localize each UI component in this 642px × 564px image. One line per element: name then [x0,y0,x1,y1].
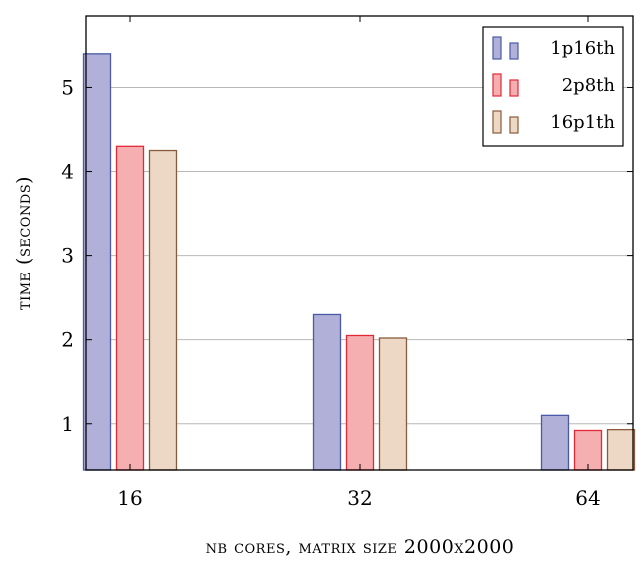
axis-ticks: 1 2 3 4 5 16 32 64 [61,16,633,510]
bar-16p1th-32 [378,337,408,471]
y-tick-label: 2 [61,328,74,352]
x-tick-label: 16 [117,486,142,510]
bar-16p1th-16 [148,149,178,471]
bar-2p8th-16 [115,145,145,471]
legend-label: 2p8th [562,75,616,96]
y-axis-title: time (seconds) [13,176,35,310]
legend-swatch [492,36,502,60]
bar-1p16th-32 [312,313,342,471]
x-axis-title: nb cores, matrix size 2000x2000 [206,536,515,558]
bar-1p16th-16 [82,53,112,471]
x-tick-label: 64 [575,486,600,510]
y-tick-label: 4 [61,160,74,184]
y-tick-label: 1 [61,412,74,436]
x-tick-label: 32 [347,486,372,510]
bar-1p16th-64 [540,414,570,471]
legend-swatch [492,110,502,134]
legend-swatch [509,42,519,60]
bar-16p1th-64 [606,428,636,471]
legend-label: 1p16th [550,38,615,59]
legend-swatch [492,73,502,97]
y-tick-label: 3 [61,244,74,268]
bar-2p8th-64 [573,429,603,471]
legend: 1p16th 2p8th 16p1th [482,26,624,147]
legend-swatch [509,116,519,134]
legend-box [482,26,624,147]
y-tick-label: 5 [61,75,74,99]
bar-2p8th-32 [345,334,375,471]
legend-label: 16p1th [550,112,615,133]
bar-series [82,53,636,471]
legend-swatch [509,79,519,97]
